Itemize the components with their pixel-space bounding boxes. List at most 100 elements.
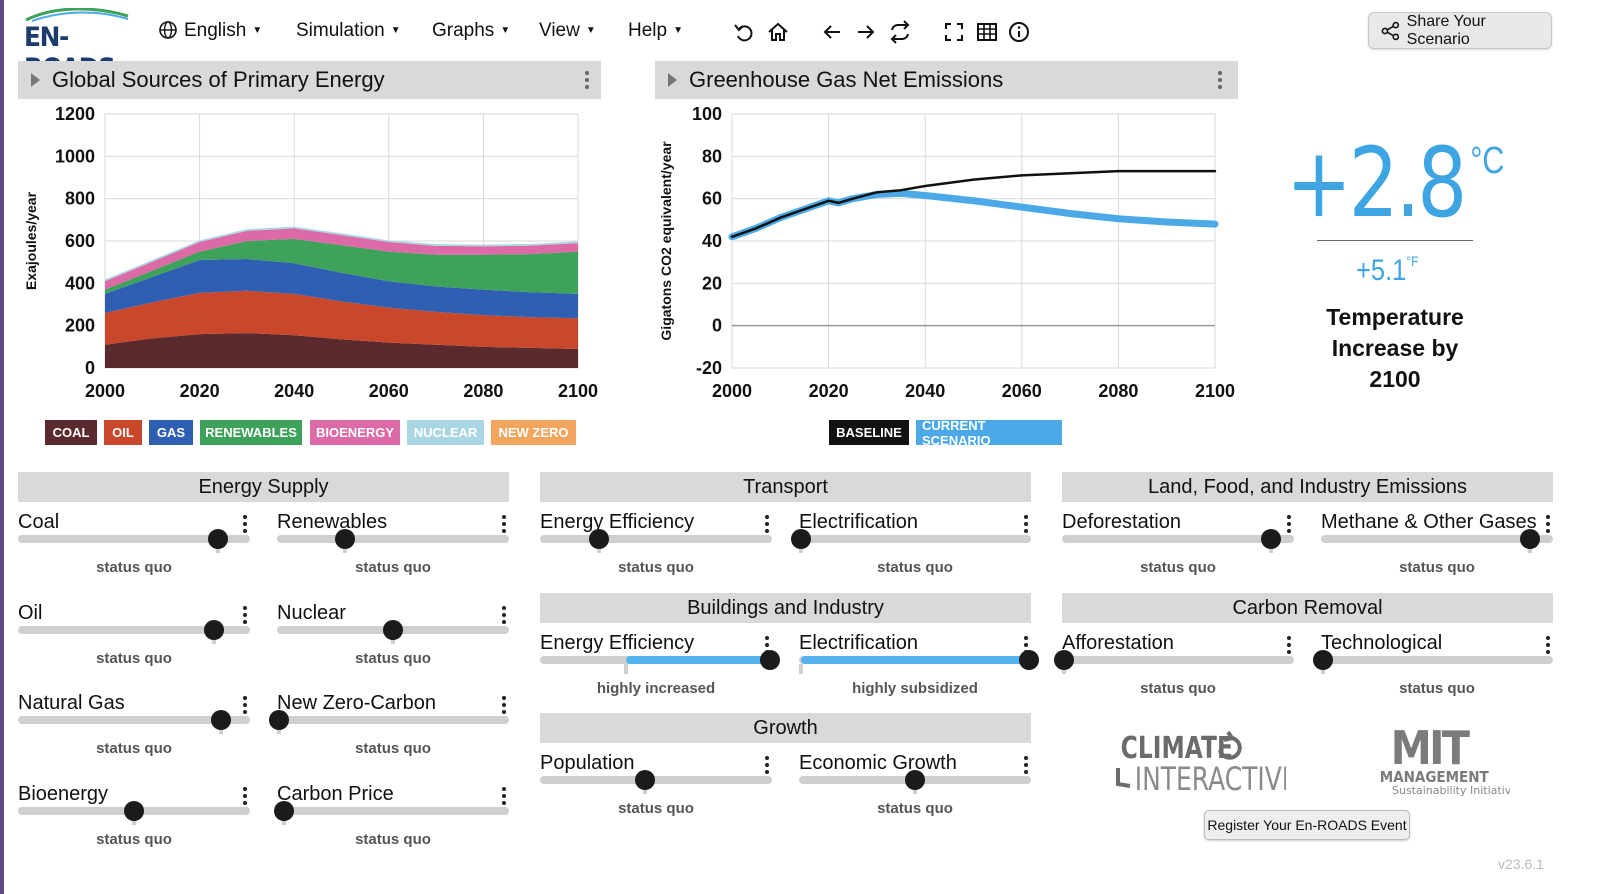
language-label: English xyxy=(184,20,247,41)
register-event-button[interactable]: Register Your En-ROADS Event xyxy=(1204,810,1410,840)
slider-handle[interactable] xyxy=(905,770,925,790)
slider-handle[interactable] xyxy=(269,710,289,730)
slider-label: Renewables xyxy=(277,511,388,533)
graph1-menu-icon[interactable] xyxy=(582,69,592,93)
slider-track[interactable] xyxy=(1062,535,1294,543)
slider-track[interactable] xyxy=(277,716,509,724)
chevron-down-icon: ▼ xyxy=(500,25,511,36)
slider-track[interactable] xyxy=(1321,535,1553,543)
slider-menu-icon[interactable] xyxy=(240,513,250,537)
slider-track[interactable] xyxy=(18,626,250,634)
share-scenario-button[interactable]: Share Your Scenario xyxy=(1368,12,1552,49)
line-series-baseline xyxy=(730,169,1217,239)
slider-menu-icon[interactable] xyxy=(762,754,772,778)
slider-track[interactable] xyxy=(277,807,509,815)
slider-handle[interactable] xyxy=(1520,529,1541,549)
legend-oil[interactable]: OIL xyxy=(104,420,142,445)
slider-handle[interactable] xyxy=(589,529,609,549)
x-tick-label: 2020 xyxy=(180,381,220,401)
info-icon[interactable] xyxy=(1007,20,1031,44)
slider-handle[interactable] xyxy=(210,710,231,730)
simulation-label: Simulation xyxy=(296,20,385,41)
legend-nuclear[interactable]: NUCLEAR xyxy=(407,420,484,445)
slider-menu-icon[interactable] xyxy=(1021,754,1031,778)
slider-status: status quo xyxy=(1140,680,1216,697)
slider-menu-icon[interactable] xyxy=(240,785,250,809)
legend-bioenergy[interactable]: BIOENERGY xyxy=(310,420,400,445)
slider-menu-icon[interactable] xyxy=(1543,513,1553,537)
logo-wave-icon xyxy=(25,8,129,22)
simulation-menu[interactable]: Simulation ▼ xyxy=(296,20,401,42)
slider-menu-icon[interactable] xyxy=(1021,513,1031,537)
legend-baseline[interactable]: BASELINE xyxy=(829,420,909,445)
slider-handle[interactable] xyxy=(208,529,229,549)
climate-interactive-logo[interactable]: CLIMATE INTERACTIVE xyxy=(1116,728,1286,794)
table-icon[interactable] xyxy=(975,20,999,44)
slider-technological: Technological status quo xyxy=(1313,632,1553,712)
slider-track[interactable] xyxy=(540,776,772,784)
legend-renewables[interactable]: RENEWABLES xyxy=(200,420,302,445)
graph1-header[interactable]: Global Sources of Primary Energy xyxy=(18,61,601,99)
legend-current-scenario[interactable]: CURRENT SCENARIO xyxy=(916,418,1062,448)
graph2-menu-icon[interactable] xyxy=(1215,69,1225,93)
slider-handle[interactable] xyxy=(383,620,403,640)
area-series-renewables xyxy=(105,238,578,294)
slider-handle[interactable] xyxy=(335,529,356,549)
expand-triangle-icon[interactable] xyxy=(31,73,40,87)
slider-menu-icon[interactable] xyxy=(240,604,250,628)
slider-handle[interactable] xyxy=(634,770,655,790)
expand-triangle-icon[interactable] xyxy=(668,73,677,87)
y-tick-label: 0 xyxy=(85,358,95,378)
back-arrow-icon[interactable] xyxy=(820,20,844,44)
slider-track[interactable] xyxy=(799,535,1031,543)
slider-handle[interactable] xyxy=(203,620,224,640)
slider-handle[interactable] xyxy=(124,801,144,821)
forward-arrow-icon[interactable] xyxy=(854,20,878,44)
legend-new-zero[interactable]: NEW ZERO xyxy=(491,420,576,445)
slider-menu-icon[interactable] xyxy=(762,513,772,537)
slider-handle[interactable] xyxy=(760,650,780,670)
chevron-down-icon: ▼ xyxy=(390,25,401,36)
slider-track[interactable] xyxy=(18,535,250,543)
slider-track[interactable] xyxy=(277,535,509,543)
slider-track[interactable] xyxy=(540,535,772,543)
slider-handle[interactable] xyxy=(1313,650,1333,670)
x-tick-label: 2080 xyxy=(463,381,503,401)
graphs-menu[interactable]: Graphs ▼ xyxy=(432,20,510,42)
slider-menu-icon[interactable] xyxy=(499,513,509,537)
slider-menu-icon[interactable] xyxy=(240,694,250,718)
globe-icon xyxy=(159,21,177,39)
slider-menu-icon[interactable] xyxy=(499,785,509,809)
language-menu[interactable]: English ▼ xyxy=(158,20,262,42)
view-menu[interactable]: View ▼ xyxy=(539,20,596,42)
slider-label: Electrification xyxy=(799,511,918,533)
slider-handle[interactable] xyxy=(1261,529,1282,549)
undo-icon[interactable] xyxy=(732,20,756,44)
legend-gas[interactable]: GAS xyxy=(149,420,193,445)
slider-track[interactable] xyxy=(1062,656,1294,664)
slider-menu-icon[interactable] xyxy=(499,604,509,628)
slider-handle[interactable] xyxy=(1054,650,1074,670)
slider-track[interactable] xyxy=(18,716,250,724)
legend-coal[interactable]: COAL xyxy=(45,420,97,445)
slider-handle[interactable] xyxy=(273,801,294,821)
home-icon[interactable] xyxy=(766,20,790,44)
area-series-coal xyxy=(105,333,578,368)
slider-menu-icon[interactable] xyxy=(1284,513,1294,537)
slider-handle[interactable] xyxy=(791,529,811,549)
slider-menu-icon[interactable] xyxy=(1543,634,1553,658)
slider-menu-icon[interactable] xyxy=(499,694,509,718)
slider-status: status quo xyxy=(96,740,172,757)
slider-nuclear: Nuclear status quo xyxy=(277,602,509,682)
fullscreen-icon[interactable] xyxy=(942,20,966,44)
temperature-fahrenheit: +5.1°F xyxy=(1356,253,1418,288)
mit-management-logo[interactable]: MIT MANAGEMENT Sustainability Initiative xyxy=(1378,726,1510,798)
en-roads-logo[interactable]: EN-ROADS xyxy=(24,8,130,84)
slider-handle[interactable] xyxy=(1019,650,1039,670)
help-menu[interactable]: Help ▼ xyxy=(628,20,683,42)
slider-track[interactable] xyxy=(1321,656,1553,664)
slider-menu-icon[interactable] xyxy=(1284,634,1294,658)
compare-icon[interactable] xyxy=(888,20,912,44)
group-land-food-industry: Land, Food, and Industry Emissions xyxy=(1062,472,1553,502)
graph2-header[interactable]: Greenhouse Gas Net Emissions xyxy=(655,61,1238,99)
